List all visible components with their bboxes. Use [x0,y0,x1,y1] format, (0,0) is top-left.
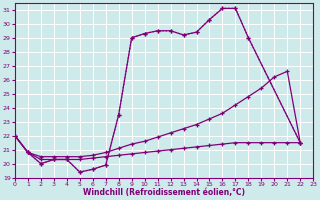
X-axis label: Windchill (Refroidissement éolien,°C): Windchill (Refroidissement éolien,°C) [83,188,245,197]
